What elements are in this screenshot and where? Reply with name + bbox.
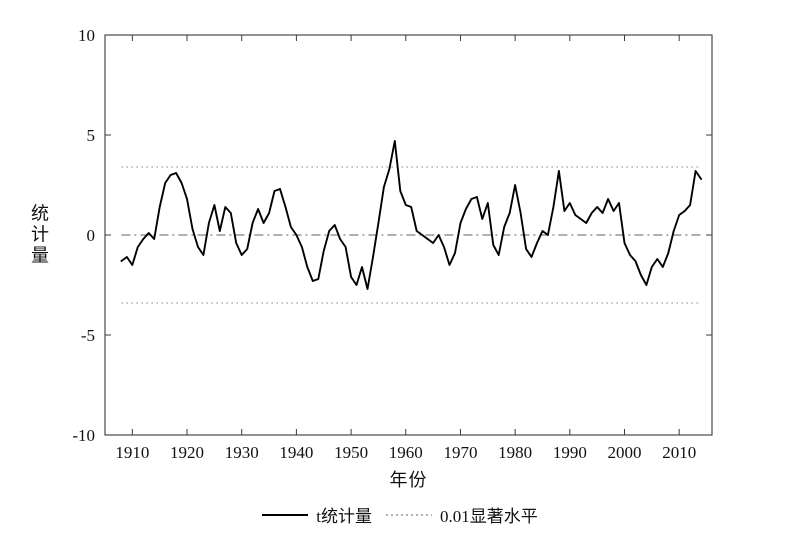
x-axis-title: 年份 xyxy=(389,470,428,490)
y-tick-label: -10 xyxy=(72,426,95,445)
legend: t统计量 0.01显著水平 xyxy=(0,502,800,527)
x-tick-label: 1920 xyxy=(170,443,204,462)
x-tick-label: 1940 xyxy=(279,443,313,462)
y-axis-ticks: -10 -5 0 5 10 xyxy=(72,26,712,445)
dotted-line-swatch xyxy=(385,513,432,516)
y-tick-label: 5 xyxy=(87,126,96,145)
y-tick-label: -5 xyxy=(81,326,95,345)
legend-item-significance: 0.01显著水平 xyxy=(385,502,538,527)
t-statistic-series-line xyxy=(120,140,703,290)
legend-label-t-statistic: t统计量 xyxy=(316,507,372,526)
x-tick-label: 1960 xyxy=(389,443,423,462)
x-tick-label: 2000 xyxy=(608,443,642,462)
x-tick-label: 2010 xyxy=(662,443,696,462)
solid-line-swatch xyxy=(262,513,309,516)
x-tick-label: 1910 xyxy=(115,443,149,462)
x-axis-ticks: 1910 1920 1930 1940 1950 1960 1970 1980 1990 2000… xyxy=(115,35,696,462)
y-tick-label: 10 xyxy=(78,26,95,45)
x-tick-label: 1980 xyxy=(498,443,532,462)
legend-label-significance: 0.01显著水平 xyxy=(439,507,538,526)
x-tick-label: 1990 xyxy=(553,443,587,462)
y-tick-label: 0 xyxy=(87,226,96,245)
y-axis-title: 统计量 xyxy=(29,203,49,267)
x-tick-label: 1930 xyxy=(225,443,259,462)
x-tick-label: 1950 xyxy=(334,443,368,462)
x-tick-label: 1970 xyxy=(443,443,477,462)
legend-item-t-statistic: t统计量 xyxy=(262,502,372,527)
